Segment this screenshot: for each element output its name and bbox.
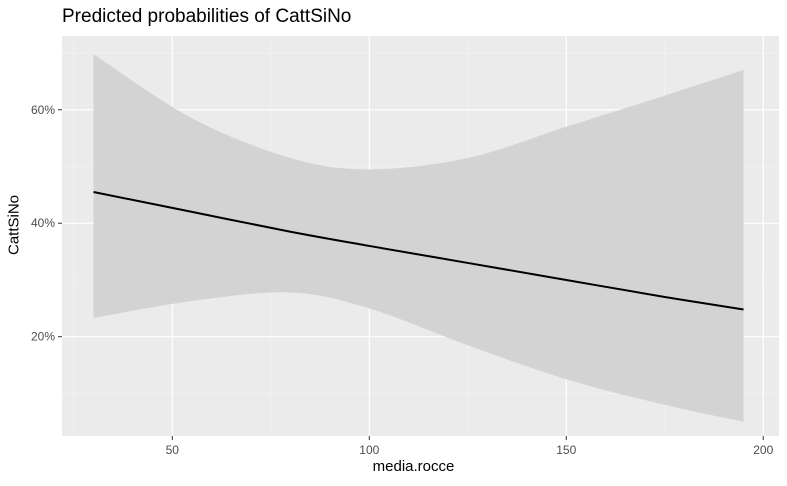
prediction-line — [93, 191, 744, 311]
y-tick-label: 20% — [31, 330, 55, 344]
x-tick-label: 100 — [359, 443, 379, 457]
chart-title: Predicted probabilities of CattSiNo — [62, 6, 352, 27]
x-tick-label: 200 — [753, 443, 773, 457]
x-tick-label: 50 — [166, 443, 180, 457]
x-tick-label: 150 — [556, 443, 576, 457]
x-axis-ticks: 50 100 150 200 — [166, 436, 774, 457]
y-axis-ticks: 20% 40% 60% — [31, 103, 62, 344]
y-tick-label: 40% — [31, 216, 55, 230]
confidence-band — [93, 54, 744, 422]
x-axis-label: media.rocce — [372, 458, 455, 475]
y-axis-label: CattSiNo — [5, 194, 23, 255]
y-tick-label: 60% — [31, 103, 55, 117]
